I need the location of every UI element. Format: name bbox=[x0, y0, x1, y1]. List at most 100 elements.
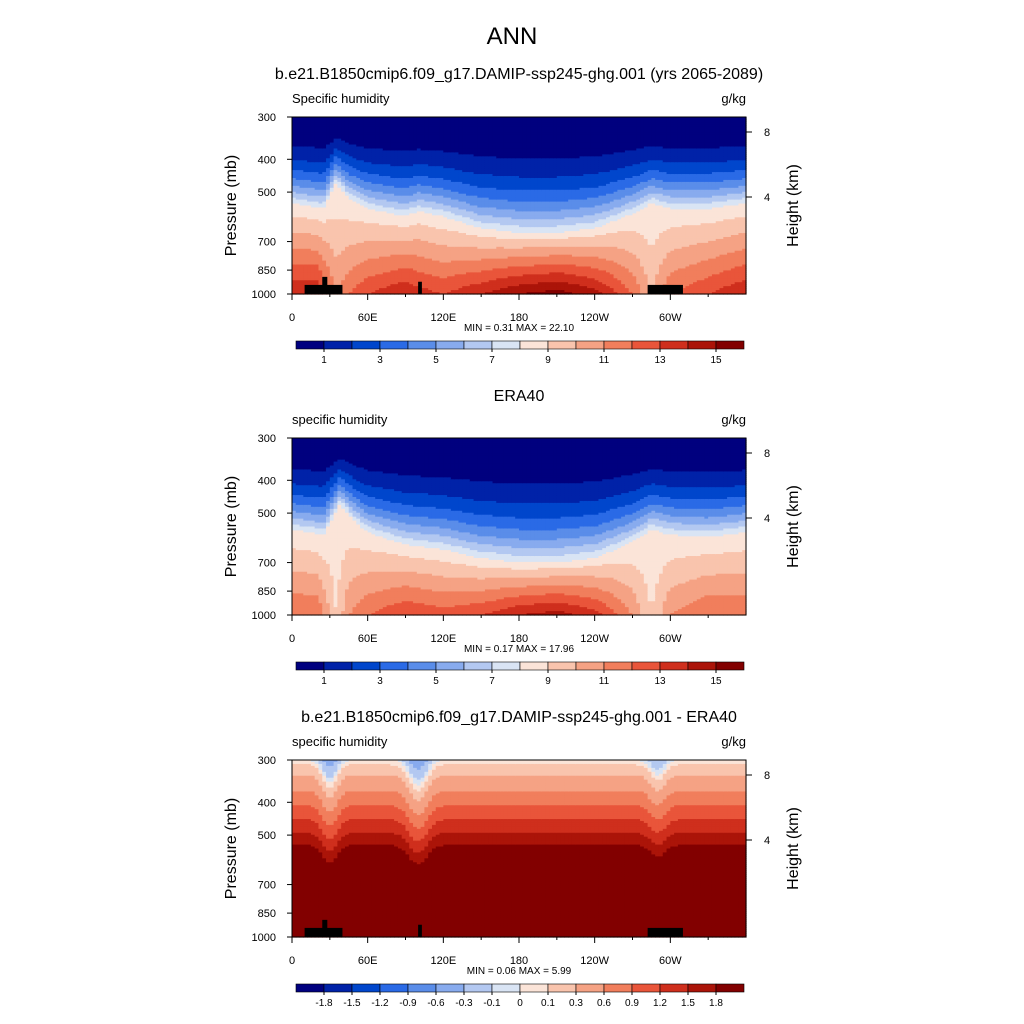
y-tick-label: 1000 bbox=[252, 932, 276, 944]
panel-1: b.e21.B1850cmip6.f09_g17.DAMIP-ssp245-gh… bbox=[223, 66, 802, 366]
colorbar-swatch bbox=[632, 662, 660, 670]
colorbar-label: 11 bbox=[599, 676, 610, 687]
x-tick-label: 120E bbox=[430, 955, 456, 967]
y-tick-label: 300 bbox=[258, 755, 276, 767]
y-tick-label: 700 bbox=[258, 880, 276, 892]
x-tick-label: 0 bbox=[289, 633, 295, 645]
terrain-block bbox=[418, 925, 422, 937]
y-tick-label: 500 bbox=[258, 830, 276, 842]
colorbar-swatch bbox=[716, 662, 744, 670]
colorbar-swatch bbox=[548, 984, 576, 992]
colorbar: 1 3 5 7 9 11 13 15 bbox=[296, 341, 744, 366]
colorbar-swatch bbox=[464, 662, 492, 670]
panel-title: ERA40 bbox=[494, 388, 545, 405]
x-tick-label: 120E bbox=[430, 633, 456, 645]
colorbar-swatch bbox=[576, 662, 604, 670]
colorbar-swatch bbox=[408, 341, 436, 349]
colorbar: -1.8 -1.5 -1.2 -0.9 -0.6 -0.3 -0.1 0 0.1 0.3 0.6 0.… bbox=[296, 984, 744, 1009]
x-tick-label: 60W bbox=[659, 312, 682, 324]
colorbar-swatch bbox=[604, 662, 632, 670]
units-label: g/kg bbox=[721, 734, 746, 749]
y2-axis-title: Height (km) bbox=[785, 807, 802, 890]
panel-title: b.e21.B1850cmip6.f09_g17.DAMIP-ssp245-gh… bbox=[301, 709, 737, 726]
colorbar-label: -0.1 bbox=[483, 998, 501, 1009]
colorbar-swatch bbox=[548, 662, 576, 670]
colorbar-label: 1.2 bbox=[653, 998, 667, 1009]
y-axis-title: Pressure (mb) bbox=[223, 155, 240, 256]
colorbar-label: 0.6 bbox=[597, 998, 611, 1009]
x-tick-label: 0 bbox=[289, 312, 295, 324]
colorbar-label: 9 bbox=[545, 355, 551, 366]
y-tick-label: 850 bbox=[258, 908, 276, 920]
y-tick-label: 850 bbox=[258, 265, 276, 277]
y-tick-label: 1000 bbox=[252, 610, 276, 622]
colorbar-swatch bbox=[436, 662, 464, 670]
colorbar-swatch bbox=[436, 984, 464, 992]
colorbar-swatch bbox=[688, 662, 716, 670]
variable-label: Specific humidity bbox=[292, 91, 390, 106]
colorbar-swatch bbox=[520, 984, 548, 992]
colorbar-swatch bbox=[548, 341, 576, 349]
colorbar-swatch bbox=[632, 984, 660, 992]
colorbar-label: 13 bbox=[654, 355, 666, 366]
colorbar-swatch bbox=[324, 341, 352, 349]
y2-tick-label: 8 bbox=[764, 770, 770, 782]
colorbar-label: 15 bbox=[710, 355, 722, 366]
colorbar-swatch bbox=[576, 984, 604, 992]
y2-axis-title: Height (km) bbox=[785, 485, 802, 568]
x-tick-label: 120W bbox=[580, 955, 609, 967]
y-tick-label: 400 bbox=[258, 797, 276, 809]
y-tick-label: 850 bbox=[258, 586, 276, 598]
colorbar-label: 0 bbox=[517, 998, 523, 1009]
y2-tick-label: 4 bbox=[764, 192, 770, 204]
y-tick-label: 500 bbox=[258, 508, 276, 520]
y2-tick-label: 4 bbox=[764, 835, 770, 847]
colorbar-label: 1 bbox=[321, 355, 327, 366]
colorbar-label: 0.3 bbox=[569, 998, 583, 1009]
colorbar-label: 3 bbox=[377, 676, 383, 687]
contour-field bbox=[292, 117, 747, 295]
colorbar-label: 7 bbox=[489, 676, 495, 687]
y-tick-label: 500 bbox=[258, 187, 276, 199]
colorbar-label: -1.2 bbox=[371, 998, 389, 1009]
colorbar-label: 9 bbox=[545, 676, 551, 687]
colorbar-label: 1 bbox=[321, 676, 327, 687]
terrain-block bbox=[418, 282, 422, 294]
variable-label: specific humidity bbox=[292, 734, 388, 749]
colorbar-swatch bbox=[408, 662, 436, 670]
colorbar-label: 5 bbox=[433, 355, 439, 366]
y2-tick-label: 4 bbox=[764, 513, 770, 525]
colorbar-swatch bbox=[380, 984, 408, 992]
contour-field bbox=[292, 760, 747, 938]
colorbar-swatch bbox=[716, 984, 744, 992]
x-tick-label: 60E bbox=[358, 955, 378, 967]
x-tick-label: 60E bbox=[358, 312, 378, 324]
colorbar-label: -0.3 bbox=[455, 998, 473, 1009]
colorbar-swatch bbox=[520, 662, 548, 670]
y-tick-label: 700 bbox=[258, 558, 276, 570]
colorbar-swatch bbox=[632, 341, 660, 349]
figure: ANN b.e21.B1850cmip6.f09_g17.DAMIP-ssp24… bbox=[0, 0, 1024, 1024]
colorbar-swatch bbox=[380, 341, 408, 349]
colorbar-swatch bbox=[464, 341, 492, 349]
colorbar-label: 0.9 bbox=[625, 998, 639, 1009]
colorbar-swatch bbox=[492, 984, 520, 992]
colorbar-swatch bbox=[408, 984, 436, 992]
colorbar-swatch bbox=[436, 341, 464, 349]
colorbar: 1 3 5 7 9 11 13 15 bbox=[296, 662, 744, 687]
variable-label: specific humidity bbox=[292, 412, 388, 427]
terrain-block bbox=[322, 920, 327, 937]
colorbar-swatch bbox=[296, 341, 324, 349]
colorbar-label: -1.5 bbox=[343, 998, 361, 1009]
terrain-block bbox=[648, 285, 683, 294]
y2-tick-label: 8 bbox=[764, 448, 770, 460]
colorbar-swatch bbox=[464, 984, 492, 992]
min-max-stats: MIN = 0.06 MAX = 5.99 bbox=[467, 966, 572, 977]
y2-axis-title: Height (km) bbox=[785, 164, 802, 247]
x-tick-label: 120W bbox=[580, 312, 609, 324]
colorbar-label: -1.8 bbox=[315, 998, 333, 1009]
terrain-block bbox=[322, 277, 327, 294]
panel-3: b.e21.B1850cmip6.f09_g17.DAMIP-ssp245-gh… bbox=[223, 709, 802, 1009]
colorbar-swatch bbox=[604, 341, 632, 349]
colorbar-label: 15 bbox=[710, 676, 722, 687]
